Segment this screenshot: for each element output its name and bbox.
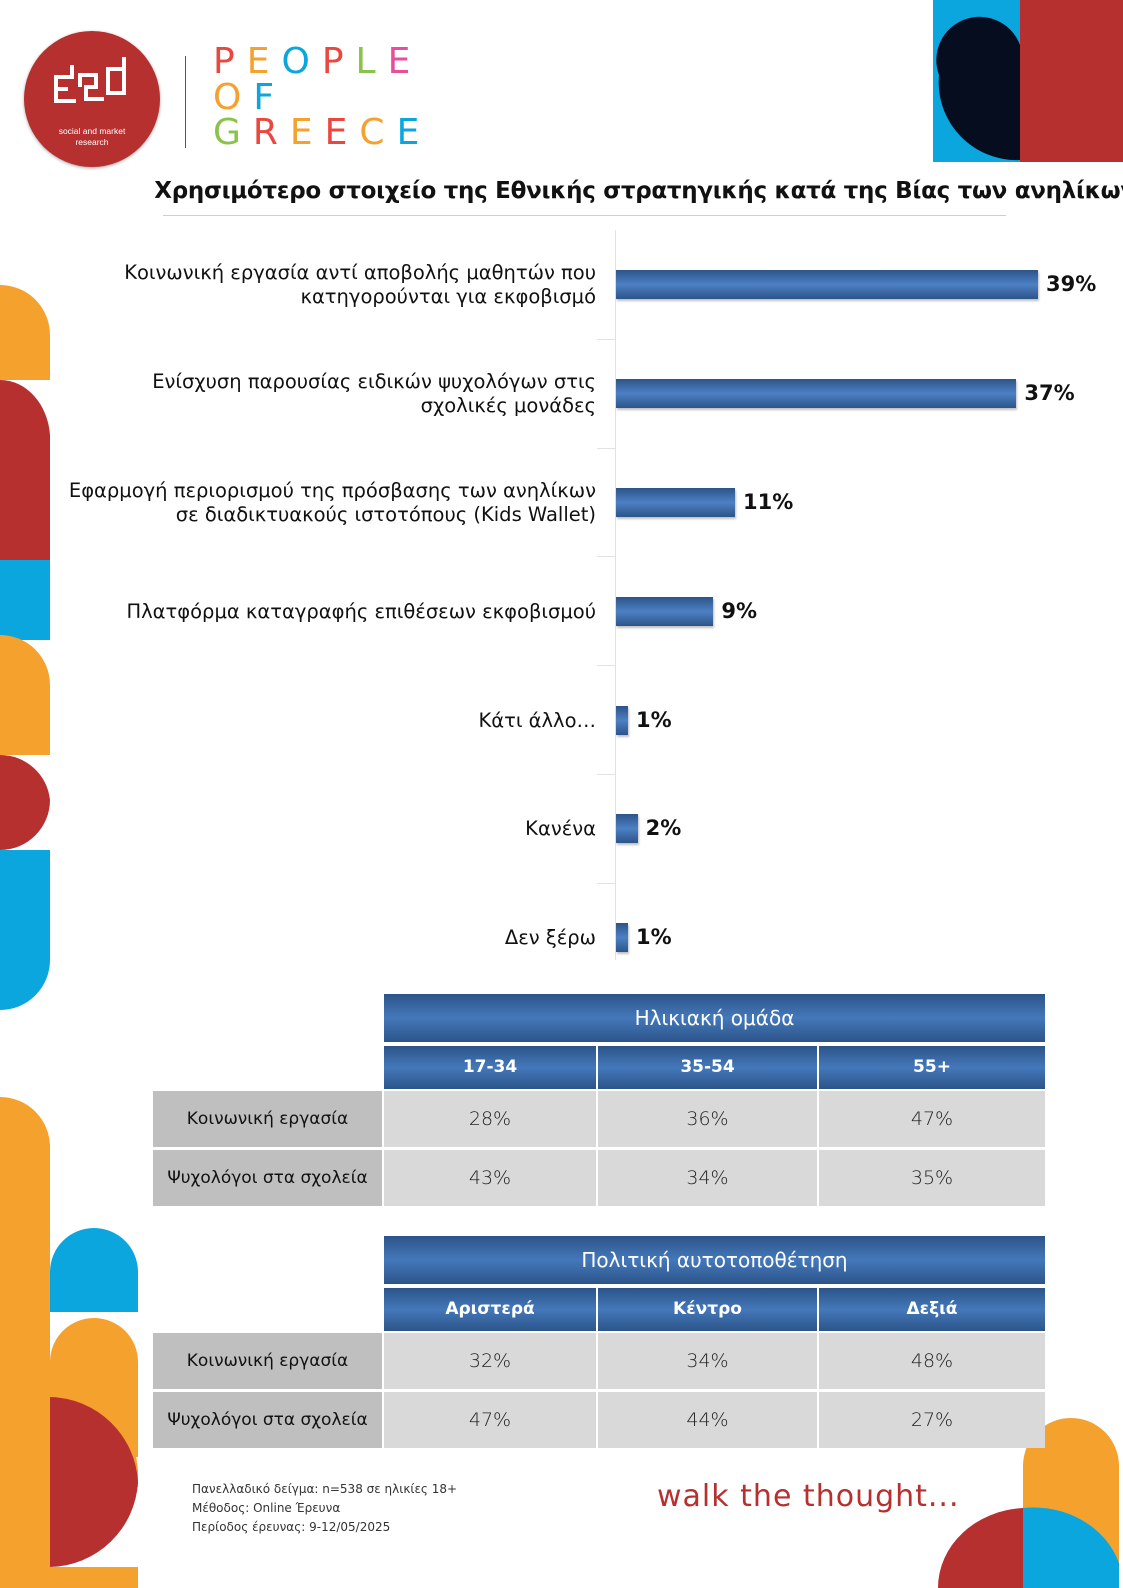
title-underline	[163, 215, 1006, 216]
brand-tagline: walk the thought...	[657, 1479, 960, 1514]
table-column-header: Δεξιά	[819, 1288, 1045, 1331]
axis-tick	[597, 882, 616, 884]
axis-tick	[597, 447, 616, 449]
table-cell: 36%	[598, 1091, 817, 1147]
logo-tagline-line1: social and market	[58, 126, 126, 136]
table-title: Πολιτική αυτοτοποθέτηση	[384, 1236, 1045, 1284]
table-row-label: Ψυχολόγοι στα σχολεία	[153, 1392, 382, 1448]
table-cell: 43%	[384, 1150, 596, 1206]
bar	[616, 923, 628, 953]
table-column-header: 17-34	[384, 1046, 596, 1089]
axis-tick	[597, 338, 616, 340]
footnote-period: Περίοδος έρευνας: 9-12/05/2025	[192, 1520, 391, 1534]
sed-logo: social and market research	[24, 31, 160, 167]
logo-letter: L	[355, 41, 388, 82]
top-right-decoration	[933, 0, 1123, 162]
bottom-left-decoration	[0, 1097, 138, 1588]
axis-tick	[597, 665, 616, 667]
table-cell: 44%	[598, 1392, 817, 1448]
table-title: Ηλικιακή ομάδα	[384, 994, 1045, 1042]
logo-letter: O	[213, 77, 254, 118]
category-label-text: Κάτι άλλο…	[478, 708, 596, 732]
logo-letter: R	[252, 112, 290, 153]
table-cell: 34%	[598, 1333, 817, 1389]
logo-letter: E	[396, 112, 432, 153]
table-column-header: 55+	[819, 1046, 1045, 1089]
category-label: Εφαρμογή περιορισμού της πρόσβασης των α…	[60, 458, 596, 548]
bar-value-label: 1%	[636, 707, 672, 732]
logo-letter: C	[359, 112, 397, 153]
bar-value-label: 11%	[743, 490, 794, 514]
table-row-label: Ψυχολόγοι στα σχολεία	[153, 1150, 382, 1206]
category-label-text: Κοινωνική εργασία αντί αποβολής μαθητών …	[124, 261, 596, 309]
logo-letter: G	[213, 112, 253, 153]
logo-letter: E	[387, 41, 423, 82]
table-cell: 32%	[384, 1333, 596, 1389]
category-label-text: Πλατφόρμα καταγραφής επιθέσεων εκφοβισμο…	[126, 599, 596, 623]
axis-tick	[597, 556, 616, 558]
header-divider	[185, 56, 186, 148]
table-row-label: Κοινωνική εργασία	[153, 1333, 382, 1389]
category-label: Κάτι άλλο…	[60, 676, 596, 766]
logo-letter: O	[281, 41, 322, 82]
footnote-sample: Πανελλαδικό δείγμα: n=538 σε ηλικίες 18+	[192, 1482, 458, 1496]
category-label: Δεν ξέρω	[60, 893, 596, 983]
table-cell: 35%	[819, 1150, 1045, 1206]
people-of-greece-line: GREECE	[213, 115, 431, 151]
axis-tick	[597, 774, 616, 775]
logo-letter: E	[246, 41, 282, 82]
people-of-greece-line: PEOPLE	[213, 44, 422, 80]
bottom-right-decoration	[938, 1418, 1119, 1588]
footnote-method: Μέθοδος: Online Έρευνα	[192, 1501, 341, 1515]
bar	[616, 270, 1038, 300]
table-cell: 47%	[384, 1392, 596, 1448]
table-cell: 47%	[819, 1091, 1045, 1147]
bar	[616, 814, 638, 844]
table-column-header: Αριστερά	[384, 1288, 596, 1331]
table-cell: 28%	[384, 1091, 596, 1147]
category-label: Πλατφόρμα καταγραφής επιθέσεων εκφοβισμο…	[60, 567, 596, 657]
logo-letter: E	[324, 112, 360, 153]
bar-value-label: 39%	[1046, 272, 1097, 297]
category-label: Κανένα	[60, 784, 596, 874]
bar	[616, 596, 714, 626]
category-label-text: Κανένα	[525, 817, 596, 841]
table-cell: 34%	[598, 1150, 817, 1206]
bar	[616, 488, 736, 517]
bar-value-label: 9%	[721, 598, 758, 623]
bar-value-label: 37%	[1024, 381, 1075, 406]
category-label: Ενίσχυση παρουσίας ειδικών ψυχολόγων στι…	[60, 349, 596, 439]
category-label-text: Εφαρμογή περιορισμού της πρόσβασης των α…	[68, 479, 596, 526]
chart-title: Χρησιμότερο στοιχείο της Εθνικής στρατηγ…	[154, 178, 1123, 204]
category-label: Κοινωνική εργασία αντί αποβολής μαθητών …	[60, 240, 596, 330]
category-axis	[615, 230, 616, 960]
left-edge-decoration	[0, 285, 50, 1010]
category-label-text: Ενίσχυση παρουσίας ειδικών ψυχολόγων στι…	[152, 370, 596, 418]
logo-letter: E	[289, 112, 325, 153]
table-column-header: 35-54	[598, 1046, 817, 1089]
logo-letter: P	[213, 41, 247, 82]
table-row-label: Κοινωνική εργασία	[153, 1091, 382, 1147]
table-cell: 48%	[819, 1333, 1045, 1389]
category-label-text: Δεν ξέρω	[504, 926, 596, 950]
bar	[616, 379, 1017, 409]
people-of-greece-line: OF	[213, 80, 286, 116]
logo-letter: P	[321, 41, 356, 82]
table-cell: 27%	[819, 1392, 1045, 1448]
bar-value-label: 2%	[645, 816, 682, 841]
sed-logo-mark	[54, 57, 126, 103]
bar	[616, 705, 628, 735]
logo-letter: F	[253, 77, 287, 118]
table-column-header: Κέντρο	[598, 1288, 817, 1331]
logo-tagline-line2: research	[75, 137, 109, 147]
bar-value-label: 1%	[636, 925, 672, 950]
